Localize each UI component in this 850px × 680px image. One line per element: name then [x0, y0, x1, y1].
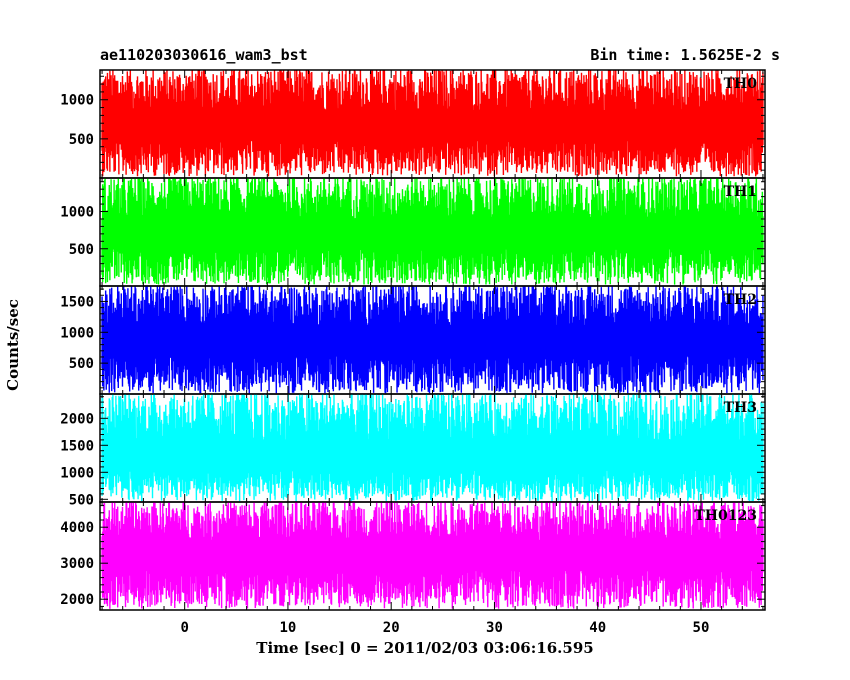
y-tick-label: 1000 [60, 465, 94, 481]
y-tick-label: 1000 [60, 93, 94, 109]
series-th0123-band [102, 539, 763, 572]
y-tick-label: 1000 [60, 205, 94, 221]
y-tick-label: 1500 [60, 438, 94, 454]
y-tick-label: 500 [69, 132, 94, 148]
y-tick-label: 500 [69, 356, 94, 372]
panel-label-th1: TH1 [724, 184, 757, 200]
y-tick-label: 500 [69, 492, 94, 508]
series-th1-band [102, 218, 763, 250]
panel-label-th0: TH0 [724, 76, 758, 92]
series-th2-band [102, 324, 763, 357]
x-tick-label: 10 [280, 620, 297, 636]
x-tick-label: 20 [383, 620, 400, 636]
y-tick-label: 1000 [60, 325, 94, 341]
series-th0-band [102, 109, 763, 142]
panel-label-th3: TH3 [724, 400, 757, 416]
y-tick-label: 2000 [60, 592, 94, 608]
y-tick-label: 1500 [60, 294, 94, 310]
y-tick-label: 2000 [60, 411, 94, 427]
y-tick-label: 500 [69, 242, 94, 258]
y-tick-label: 3000 [60, 556, 94, 572]
panel-label-th0123: TH0123 [694, 508, 757, 524]
chart-title: ae110203030616_wam3_bst [100, 46, 308, 64]
x-tick-label: 30 [486, 620, 503, 636]
x-axis-title: Time [sec] 0 = 2011/02/03 03:06:16.595 [256, 639, 593, 657]
series-th3-band [102, 439, 763, 471]
x-tick-label: 40 [589, 620, 606, 636]
y-tick-label: 4000 [60, 520, 94, 536]
y-axis-title: Counts/sec [4, 299, 22, 391]
x-tick-label: 0 [180, 620, 188, 636]
panel-label-th2: TH2 [724, 292, 757, 308]
bin-time-label: Bin time: 1.5625E-2 s [590, 46, 780, 64]
x-tick-label: 50 [693, 620, 710, 636]
